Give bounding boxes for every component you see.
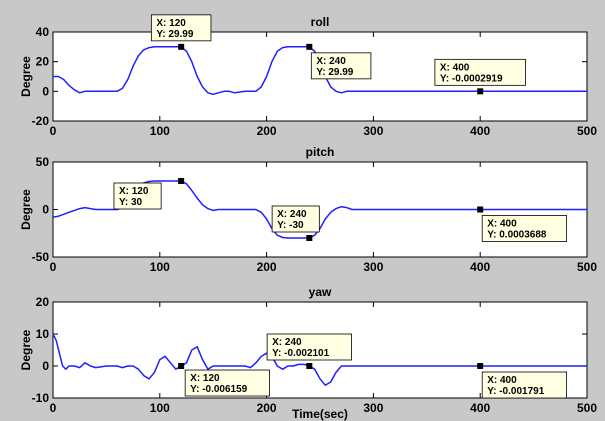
pitch-title: pitch bbox=[306, 145, 335, 159]
pitch-xtick-label: 100 bbox=[150, 260, 170, 274]
roll-series-line bbox=[53, 46, 587, 96]
roll-datatip-x: X: 240 bbox=[316, 56, 346, 67]
pitch-xtick-label: 0 bbox=[50, 260, 57, 274]
roll-xtick-label: 300 bbox=[363, 124, 383, 138]
roll-datatip-marker bbox=[477, 88, 484, 95]
roll-datatip-box bbox=[310, 52, 372, 80]
pitch-datatip-box bbox=[481, 215, 568, 242]
yaw-datatip-marker bbox=[306, 363, 313, 370]
pitch-ylabel: Degree bbox=[19, 189, 33, 230]
yaw-xlabel: Time(sec) bbox=[292, 407, 348, 421]
yaw-xtick-label: 500 bbox=[577, 401, 597, 415]
pitch-datatip-x: X: 400 bbox=[487, 218, 517, 229]
roll-datatip-box bbox=[150, 14, 212, 42]
yaw-datatip-x: X: 240 bbox=[272, 337, 302, 348]
yaw-xtick-label: 400 bbox=[470, 401, 490, 415]
yaw-datatip-y: Y: -0.001791 bbox=[487, 386, 545, 397]
pitch-ytick-label: -50 bbox=[32, 250, 50, 264]
pitch-datatip-y: Y: -30 bbox=[277, 220, 304, 231]
yaw-ytick-label: -10 bbox=[32, 391, 50, 405]
pitch-xtick-label: 400 bbox=[470, 260, 490, 274]
pitch-xtick-label: 200 bbox=[257, 260, 277, 274]
pitch-datatip-marker bbox=[306, 235, 313, 241]
roll-datatip-x: X: 120 bbox=[156, 18, 186, 29]
pitch-datatip-x: X: 120 bbox=[119, 186, 149, 197]
yaw-xtick-label: 200 bbox=[257, 401, 277, 415]
pitch-ytick-label: 0 bbox=[42, 203, 49, 217]
yaw-datatip-box bbox=[266, 333, 352, 361]
yaw-datatip-box bbox=[481, 371, 568, 399]
roll-datatip-y: Y: 29.99 bbox=[156, 29, 193, 40]
pitch-datatip-marker bbox=[178, 178, 185, 184]
yaw-xtick-label: 100 bbox=[150, 401, 170, 415]
roll-ylabel: Degree bbox=[19, 56, 33, 97]
roll-xtick-label: 500 bbox=[577, 124, 597, 138]
roll-datatip-box bbox=[434, 58, 526, 86]
roll-xtick-label: 400 bbox=[470, 124, 490, 138]
yaw-ytick-label: 0 bbox=[42, 359, 49, 373]
yaw-datatip-marker bbox=[477, 363, 484, 370]
yaw-ytick-label: 20 bbox=[36, 295, 50, 309]
roll-xtick-label: 0 bbox=[50, 124, 57, 138]
roll-datatip-marker bbox=[306, 43, 313, 50]
pitch-xtick-label: 500 bbox=[577, 260, 597, 274]
roll-title: roll bbox=[311, 15, 330, 29]
yaw-ylabel: Degree bbox=[19, 329, 33, 370]
pitch-series-line bbox=[52, 180, 587, 239]
yaw-datatip-x: X: 120 bbox=[190, 373, 220, 384]
roll-ytick-label: 20 bbox=[36, 55, 50, 69]
roll-datatip-x: X: 400 bbox=[440, 62, 470, 73]
yaw-datatip-y: Y: -0.002101 bbox=[272, 348, 330, 359]
pitch-datatip-box bbox=[113, 182, 162, 210]
roll-ytick-label: -20 bbox=[32, 114, 50, 128]
yaw-datatip-box bbox=[184, 369, 270, 397]
pitch-datatip-box bbox=[271, 205, 320, 233]
pitch-datatip-x: X: 240 bbox=[277, 209, 307, 220]
yaw-xtick-label: 300 bbox=[363, 401, 383, 415]
roll-datatip-y: Y: -0.0002919 bbox=[440, 73, 503, 84]
pitch-datatip-marker bbox=[477, 206, 484, 213]
yaw-title: yaw bbox=[309, 285, 332, 299]
yaw-datatip-y: Y: -0.006159 bbox=[190, 384, 248, 395]
yaw-datatip-x: X: 400 bbox=[487, 375, 517, 386]
pitch-ytick-label: 50 bbox=[36, 155, 50, 169]
pitch-xtick-label: 300 bbox=[363, 260, 383, 274]
roll-xtick-label: 100 bbox=[150, 124, 170, 138]
roll-datatip-marker bbox=[178, 43, 185, 50]
pitch-datatip-y: Y: 30 bbox=[119, 197, 143, 208]
yaw-ytick-label: 10 bbox=[36, 327, 50, 341]
pitch-datatip-y: Y: 0.0003688 bbox=[487, 229, 547, 240]
roll-datatip-y: Y: 29.99 bbox=[316, 67, 353, 78]
yaw-datatip-marker bbox=[178, 363, 185, 370]
yaw-series-line bbox=[52, 333, 587, 386]
yaw-xtick-label: 0 bbox=[50, 401, 57, 415]
roll-ytick-label: 0 bbox=[42, 84, 49, 98]
roll-xtick-label: 200 bbox=[257, 124, 277, 138]
roll-ytick-label: 40 bbox=[36, 25, 50, 39]
